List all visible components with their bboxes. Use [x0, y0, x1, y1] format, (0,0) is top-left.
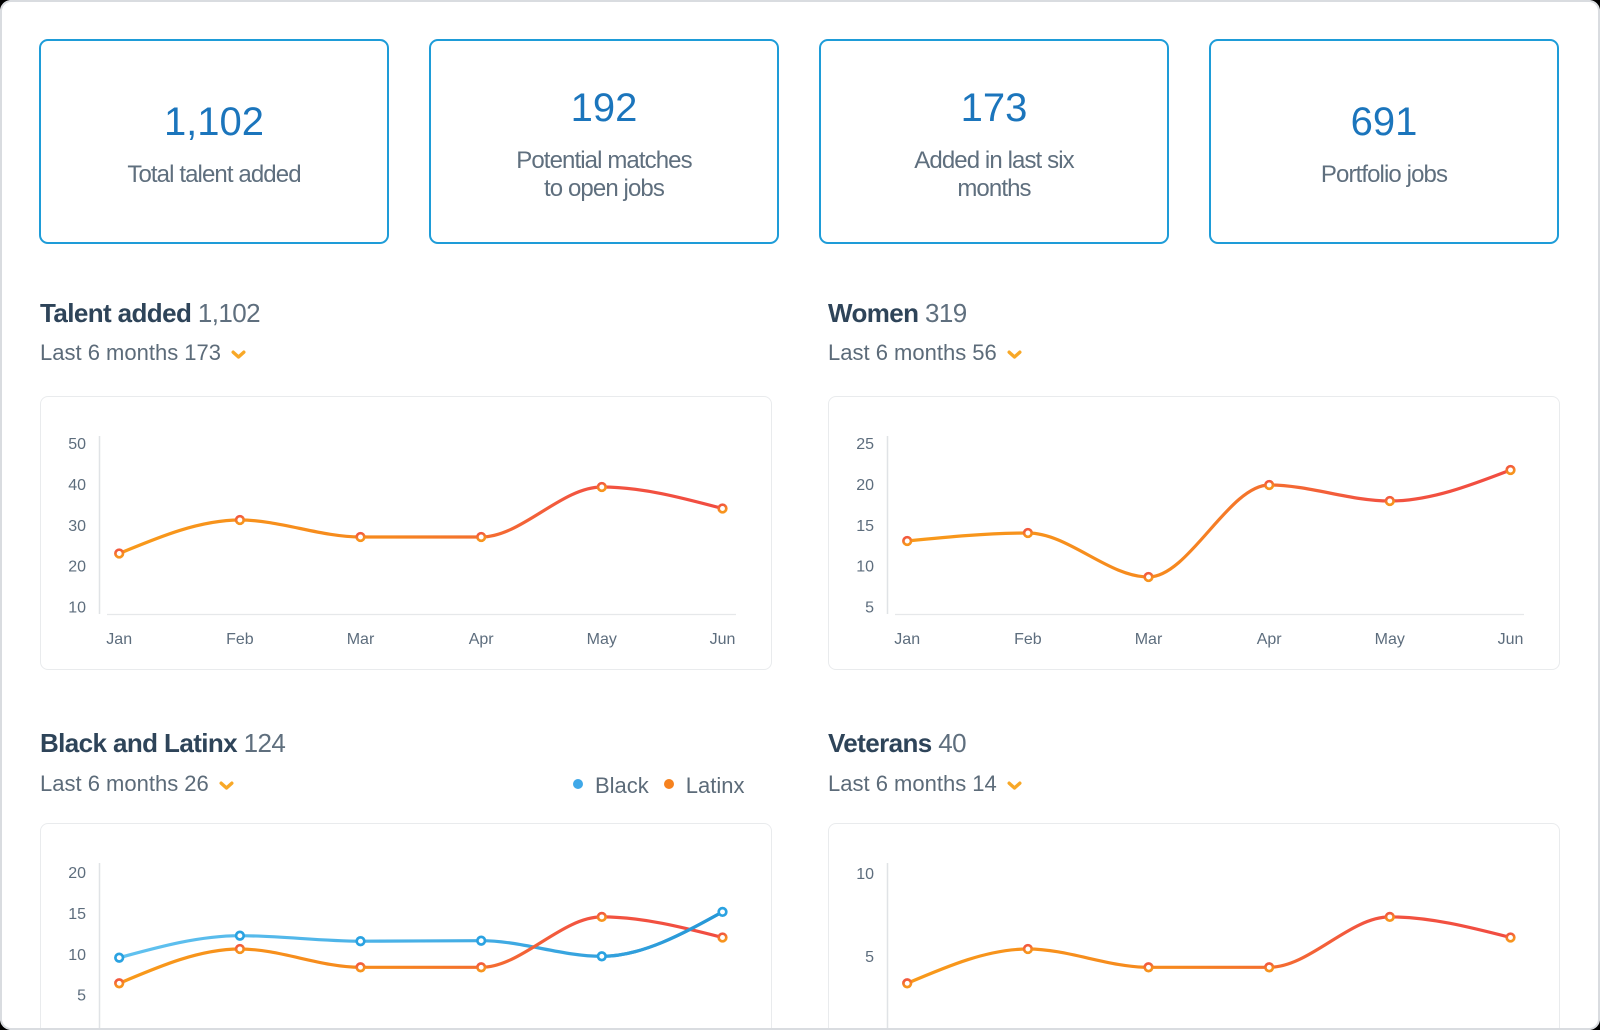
svg-text:20: 20	[68, 865, 86, 882]
svg-text:Apr: Apr	[1257, 631, 1283, 648]
svg-text:10: 10	[856, 559, 874, 576]
svg-text:Mar: Mar	[347, 631, 375, 648]
svg-text:15: 15	[68, 906, 86, 923]
svg-text:Mar: Mar	[1135, 631, 1163, 648]
svg-text:Jun: Jun	[1498, 631, 1524, 648]
svg-text:10: 10	[856, 866, 874, 883]
svg-text:25: 25	[856, 436, 874, 453]
svg-text:50: 50	[68, 436, 86, 453]
svg-text:10: 10	[68, 947, 86, 964]
svg-text:Feb: Feb	[226, 631, 254, 648]
svg-text:30: 30	[68, 518, 86, 535]
svg-text:20: 20	[856, 477, 874, 494]
svg-text:5: 5	[865, 599, 874, 616]
svg-text:5: 5	[865, 949, 874, 966]
svg-text:40: 40	[68, 477, 86, 494]
svg-text:5: 5	[77, 988, 86, 1005]
svg-text:10: 10	[68, 599, 86, 616]
svg-text:20: 20	[68, 559, 86, 576]
svg-text:Apr: Apr	[469, 631, 495, 648]
svg-text:Jan: Jan	[106, 631, 132, 648]
svg-text:May: May	[587, 631, 617, 648]
svg-text:May: May	[1375, 631, 1405, 648]
svg-text:Jan: Jan	[894, 631, 920, 648]
svg-text:Jun: Jun	[710, 631, 736, 648]
svg-text:Feb: Feb	[1014, 631, 1042, 648]
svg-text:15: 15	[856, 518, 874, 535]
